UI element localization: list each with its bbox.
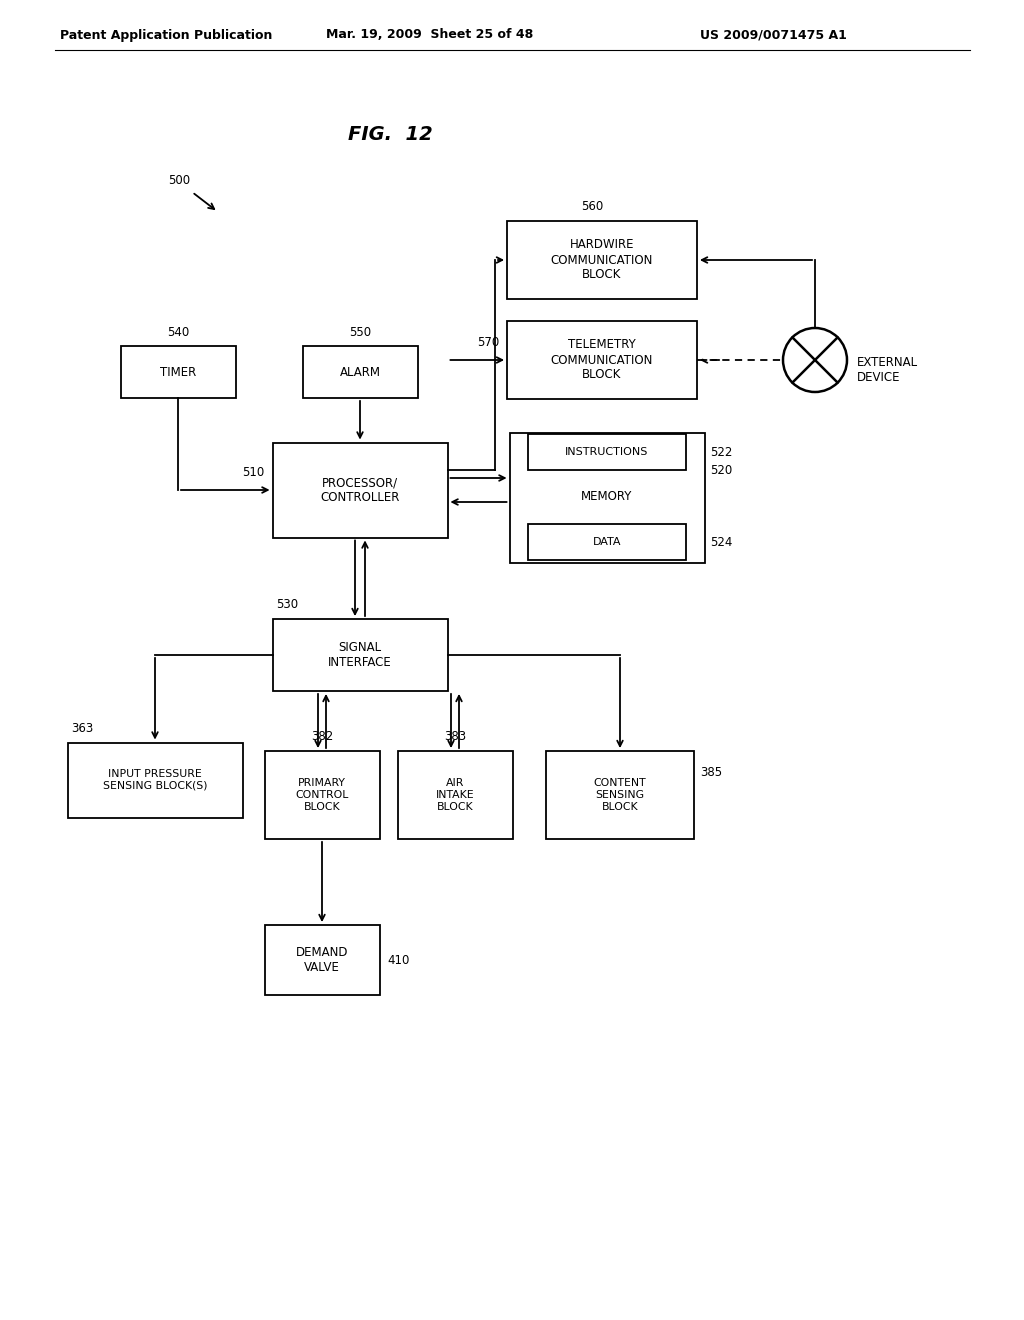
- Text: FIG.  12: FIG. 12: [347, 125, 432, 144]
- Text: DEMAND
VALVE: DEMAND VALVE: [296, 946, 348, 974]
- Bar: [397, 751, 512, 840]
- Text: INSTRUCTIONS: INSTRUCTIONS: [565, 447, 648, 457]
- Text: DATA: DATA: [593, 537, 622, 546]
- Bar: [302, 346, 418, 399]
- Text: Patent Application Publication: Patent Application Publication: [60, 29, 272, 41]
- Bar: [507, 220, 697, 300]
- Text: 363: 363: [72, 722, 94, 735]
- Text: 560: 560: [581, 201, 603, 214]
- Bar: [121, 346, 236, 399]
- Text: 382: 382: [311, 730, 333, 743]
- Text: 524: 524: [711, 536, 733, 549]
- Text: PRIMARY
CONTROL
BLOCK: PRIMARY CONTROL BLOCK: [295, 779, 349, 812]
- Text: 500: 500: [168, 173, 190, 186]
- Text: US 2009/0071475 A1: US 2009/0071475 A1: [700, 29, 847, 41]
- Bar: [528, 434, 686, 470]
- Text: SIGNAL
INTERFACE: SIGNAL INTERFACE: [328, 642, 392, 669]
- Text: 570: 570: [477, 335, 500, 348]
- Bar: [68, 742, 243, 817]
- Text: MEMORY: MEMORY: [582, 490, 633, 503]
- Bar: [528, 524, 686, 560]
- Bar: [264, 751, 380, 840]
- Text: HARDWIRE
COMMUNICATION
BLOCK: HARDWIRE COMMUNICATION BLOCK: [551, 239, 653, 281]
- Text: TELEMETRY
COMMUNICATION
BLOCK: TELEMETRY COMMUNICATION BLOCK: [551, 338, 653, 381]
- Bar: [264, 925, 380, 995]
- Bar: [546, 751, 694, 840]
- Text: 540: 540: [167, 326, 189, 338]
- Text: ALARM: ALARM: [340, 366, 381, 379]
- Text: CONTENT
SENSING
BLOCK: CONTENT SENSING BLOCK: [594, 779, 646, 812]
- Bar: [272, 442, 447, 537]
- Text: 410: 410: [387, 953, 410, 966]
- Text: Mar. 19, 2009  Sheet 25 of 48: Mar. 19, 2009 Sheet 25 of 48: [327, 29, 534, 41]
- Bar: [507, 321, 697, 399]
- Text: 550: 550: [349, 326, 371, 338]
- Text: 385: 385: [700, 767, 722, 780]
- Text: 510: 510: [243, 466, 264, 479]
- Text: 520: 520: [711, 463, 733, 477]
- Text: EXTERNAL
DEVICE: EXTERNAL DEVICE: [857, 356, 919, 384]
- Text: INPUT PRESSURE
SENSING BLOCK(S): INPUT PRESSURE SENSING BLOCK(S): [102, 770, 207, 791]
- Text: AIR
INTAKE
BLOCK: AIR INTAKE BLOCK: [435, 779, 474, 812]
- Text: 522: 522: [711, 446, 733, 458]
- Bar: [272, 619, 447, 690]
- Text: 530: 530: [276, 598, 299, 611]
- Text: TIMER: TIMER: [160, 366, 197, 379]
- Text: 383: 383: [444, 730, 466, 743]
- Bar: [510, 433, 705, 564]
- Text: PROCESSOR/
CONTROLLER: PROCESSOR/ CONTROLLER: [321, 477, 399, 504]
